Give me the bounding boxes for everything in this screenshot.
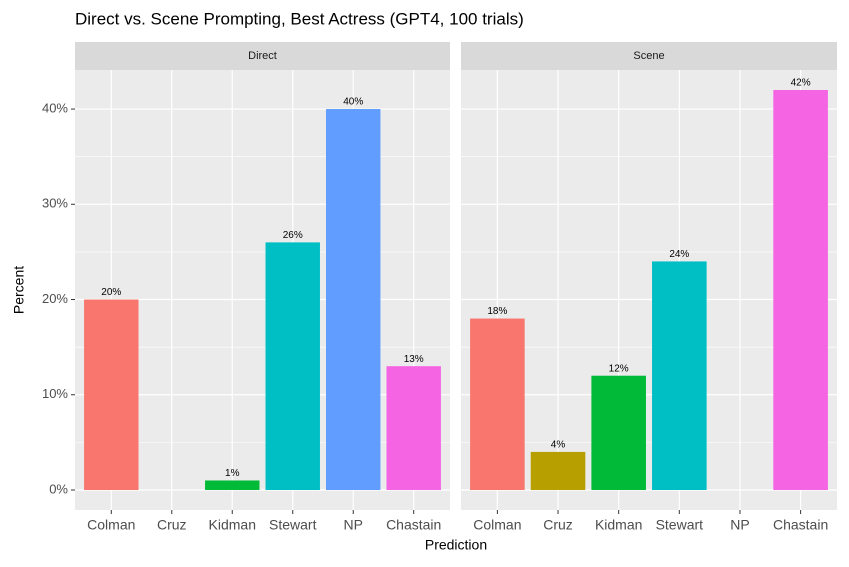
y-tick-label: 40% xyxy=(42,100,68,115)
value-label: 24% xyxy=(669,249,689,260)
x-tick-label: Colman xyxy=(87,517,135,533)
x-tick-label: NP xyxy=(343,517,362,533)
x-tick-label: Colman xyxy=(473,517,521,533)
bar xyxy=(470,318,525,490)
x-tick-label: Kidman xyxy=(209,517,256,533)
strip-label: Direct xyxy=(248,50,277,62)
value-label: 42% xyxy=(791,78,811,89)
x-tick-label: Stewart xyxy=(269,517,317,533)
value-label: 18% xyxy=(487,306,507,317)
y-tick-label: 20% xyxy=(42,291,68,306)
y-tick-label: 30% xyxy=(42,196,68,211)
x-tick-label: Cruz xyxy=(543,517,573,533)
bar xyxy=(205,480,260,490)
value-label: 13% xyxy=(404,354,424,365)
bar xyxy=(591,375,646,490)
x-tick-label: Chastain xyxy=(386,517,441,533)
bar xyxy=(652,261,707,490)
value-label: 20% xyxy=(101,287,121,298)
chart-title: Direct vs. Scene Prompting, Best Actress… xyxy=(75,9,524,28)
strip xyxy=(75,42,450,70)
y-tick-label: 10% xyxy=(42,386,68,401)
strip-label: Scene xyxy=(633,50,664,62)
bar xyxy=(84,299,139,490)
x-tick-label: Cruz xyxy=(157,517,187,533)
y-tick-label: 0% xyxy=(49,481,68,496)
bar xyxy=(265,242,320,490)
y-axis-label: Percent xyxy=(11,266,27,314)
x-axis-label: Prediction xyxy=(425,537,487,553)
value-label: 40% xyxy=(343,97,363,108)
bar xyxy=(530,451,586,490)
x-tick-label: Stewart xyxy=(656,517,704,533)
x-tick-label: Kidman xyxy=(595,517,642,533)
value-label: 12% xyxy=(609,363,629,374)
bar xyxy=(326,109,381,491)
x-tick-label: Chastain xyxy=(773,517,828,533)
bar xyxy=(773,90,828,490)
strip xyxy=(461,42,837,70)
x-tick-label: NP xyxy=(730,517,749,533)
value-label: 1% xyxy=(225,468,240,479)
bar xyxy=(386,366,441,490)
value-label: 4% xyxy=(551,440,566,451)
value-label: 26% xyxy=(283,230,303,241)
